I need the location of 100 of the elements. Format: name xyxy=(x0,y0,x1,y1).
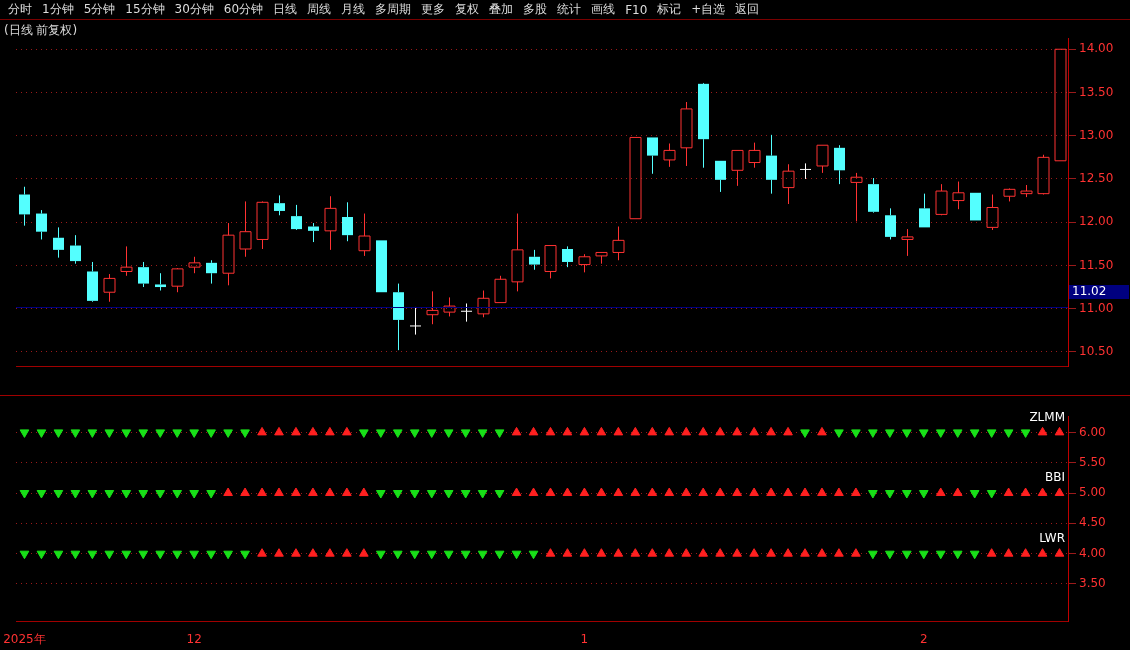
point xyxy=(851,548,861,557)
point xyxy=(1054,548,1065,557)
text: 更多 xyxy=(421,1,446,18)
point xyxy=(443,429,454,438)
point xyxy=(834,487,844,497)
candlestick xyxy=(53,226,64,259)
point xyxy=(291,487,301,497)
candlestick xyxy=(87,261,98,301)
point xyxy=(630,548,641,557)
point xyxy=(223,487,233,497)
point xyxy=(36,490,47,499)
point xyxy=(528,487,539,497)
point xyxy=(426,429,437,438)
point xyxy=(715,548,725,557)
point xyxy=(121,429,132,438)
point xyxy=(647,548,658,557)
point xyxy=(885,429,895,438)
point xyxy=(460,429,471,438)
point xyxy=(291,548,301,557)
y-tick-label: 6.00 xyxy=(1079,424,1106,439)
candlestick xyxy=(578,253,591,273)
candlestick xyxy=(647,137,658,175)
point xyxy=(1003,548,1014,557)
point xyxy=(443,490,454,499)
text: 叠加 xyxy=(489,1,514,18)
point xyxy=(87,490,98,499)
point xyxy=(494,429,505,438)
point xyxy=(53,490,64,499)
point xyxy=(935,429,946,438)
y-tick-label: 13.00 xyxy=(1079,127,1114,142)
candlestick xyxy=(308,222,319,243)
candlestick xyxy=(799,162,812,180)
x-tick-label: 12 xyxy=(186,631,202,646)
candlestick xyxy=(919,193,930,228)
point xyxy=(579,487,590,497)
candlestick xyxy=(291,204,302,230)
text: F10 xyxy=(625,2,648,17)
candlestick xyxy=(70,234,81,265)
point xyxy=(749,548,759,557)
point xyxy=(53,429,64,438)
y-tick-label: 4.50 xyxy=(1079,515,1106,530)
candlestick xyxy=(342,201,353,242)
x-tick-label: 2025年 xyxy=(3,631,46,646)
point xyxy=(732,548,742,557)
point xyxy=(749,487,759,497)
point xyxy=(613,487,624,497)
point xyxy=(664,487,675,497)
point xyxy=(477,490,488,499)
point xyxy=(681,487,692,497)
text: 60分钟 xyxy=(223,1,264,18)
point xyxy=(630,487,641,497)
candlestick xyxy=(766,134,777,195)
point xyxy=(155,429,166,438)
point xyxy=(274,487,284,497)
point xyxy=(783,487,793,497)
candlestick xyxy=(256,201,269,250)
point xyxy=(206,490,216,499)
y-tick-label: 10.50 xyxy=(1079,344,1114,359)
point xyxy=(562,487,573,497)
candlestick xyxy=(868,177,879,212)
y-tick-label: 13.50 xyxy=(1079,84,1114,99)
point xyxy=(189,490,199,499)
point xyxy=(1054,487,1065,497)
point xyxy=(851,487,861,497)
point xyxy=(36,429,47,438)
point xyxy=(104,429,115,438)
point xyxy=(172,490,183,499)
point xyxy=(579,548,590,557)
point xyxy=(851,429,861,438)
point xyxy=(19,490,30,499)
point xyxy=(715,487,725,497)
text: 5分钟 xyxy=(83,1,116,18)
point xyxy=(800,548,810,557)
point xyxy=(359,548,369,557)
point xyxy=(359,429,369,438)
point xyxy=(460,490,471,499)
point xyxy=(426,490,437,499)
point xyxy=(596,548,607,557)
y-tick-label: 3.50 xyxy=(1079,576,1106,591)
text: 周线 xyxy=(307,1,332,18)
point xyxy=(1003,429,1014,438)
candlestick xyxy=(529,249,540,271)
point xyxy=(834,548,844,557)
point xyxy=(1037,487,1048,497)
point xyxy=(138,490,149,499)
candlestick xyxy=(155,272,166,291)
point xyxy=(172,429,183,438)
point xyxy=(70,429,81,438)
point xyxy=(969,490,980,499)
point xyxy=(359,487,369,497)
text: 多股 xyxy=(523,1,548,18)
ref-line-label: 11.02 xyxy=(1072,284,1107,299)
candlestick xyxy=(426,290,439,325)
text: 1分钟 xyxy=(42,1,74,18)
candlestick xyxy=(562,245,573,268)
point xyxy=(409,429,420,438)
point xyxy=(308,487,318,497)
point xyxy=(732,487,742,497)
y-tick-label: 12.50 xyxy=(1079,171,1114,186)
point xyxy=(325,548,335,557)
